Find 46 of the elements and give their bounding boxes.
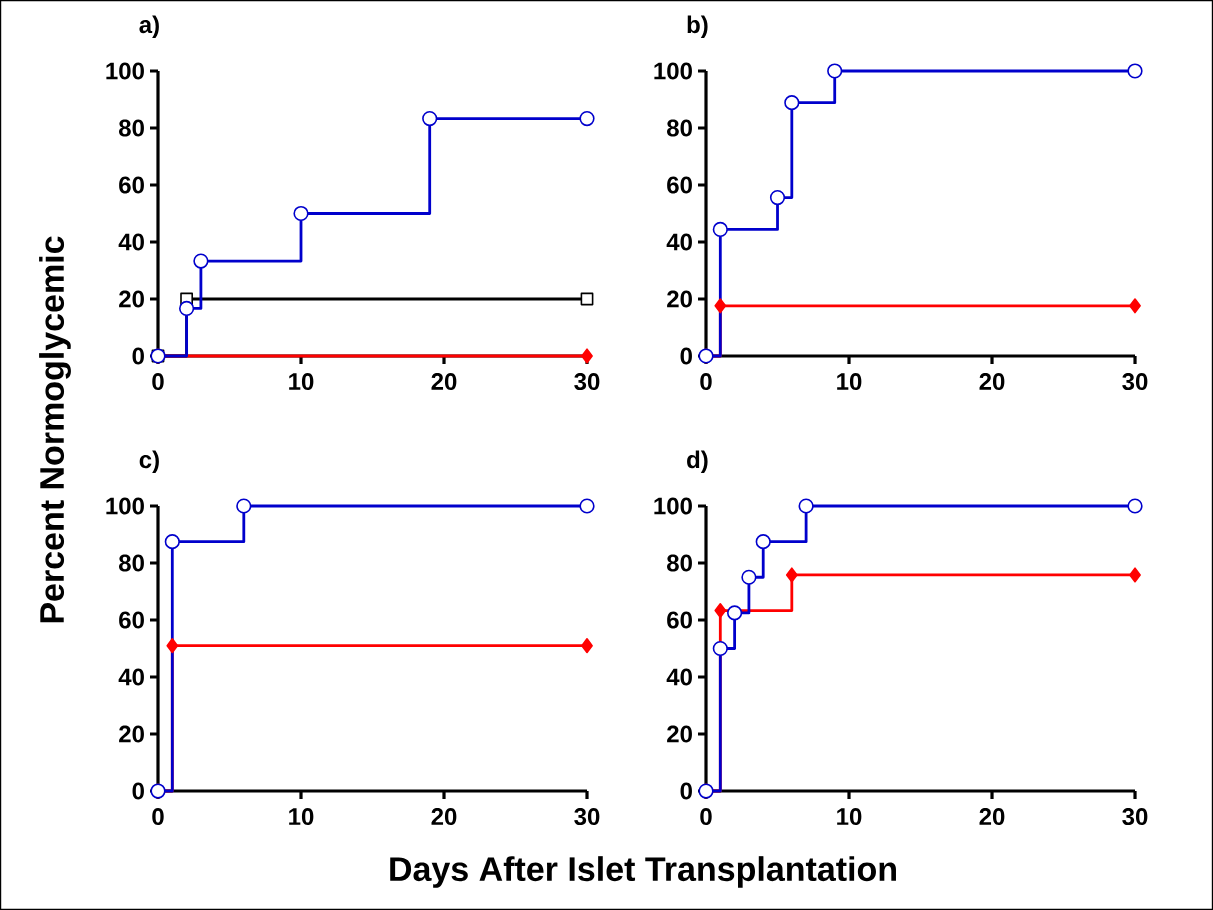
y-tick-label: 100 — [106, 497, 144, 515]
x-tick-label: 0 — [700, 808, 712, 826]
x-tick-label: 10 — [289, 808, 314, 826]
y-tick-label: 100 — [654, 62, 692, 80]
y-tick-label: 20 — [119, 290, 144, 308]
y-tick-label: 100 — [106, 62, 144, 80]
chart-title: b) — [687, 15, 708, 38]
x-tick-label: 30 — [574, 373, 600, 391]
y-tick-label: 60 — [119, 176, 144, 194]
y-tick-label: 0 — [132, 782, 144, 800]
x-tick-label: 0 — [152, 373, 164, 391]
x-tick-label: 0 — [700, 373, 712, 391]
y-tick-label: 0 — [680, 782, 692, 800]
x-tick-label: 10 — [289, 373, 314, 391]
y-axis-title: Percent Normoglycemic — [39, 236, 71, 623]
x-tick-label: 30 — [574, 808, 600, 826]
y-tick-label: 20 — [667, 290, 692, 308]
x-tick-label: 30 — [1122, 373, 1148, 391]
y-tick-label: 0 — [132, 347, 144, 365]
y-tick-label: 0 — [680, 347, 692, 365]
y-tick-label: 20 — [119, 725, 144, 743]
x-tick-label: 20 — [979, 373, 1005, 391]
chart-title: c) — [139, 450, 159, 473]
y-tick-label: 60 — [667, 176, 692, 194]
x-axis-title: Days After Islet Transplantation — [390, 856, 896, 888]
y-tick-label: 40 — [666, 668, 692, 686]
chart-title: a) — [139, 15, 159, 38]
y-tick-label: 80 — [667, 119, 692, 137]
y-tick-label: 60 — [667, 611, 692, 629]
x-tick-label: 10 — [837, 373, 862, 391]
x-tick-label: 20 — [979, 808, 1005, 826]
y-tick-label: 80 — [118, 554, 144, 572]
y-tick-label: 100 — [654, 497, 692, 515]
y-tick-label: 60 — [119, 611, 144, 629]
chart-title: d) — [687, 450, 708, 473]
y-tick-label: 20 — [667, 725, 692, 743]
y-tick-label: 80 — [667, 554, 692, 572]
y-tick-label: 80 — [118, 119, 144, 137]
x-tick-label: 10 — [837, 808, 862, 826]
y-tick-label: 40 — [666, 233, 692, 251]
y-tick-label: 40 — [118, 668, 144, 686]
y-tick-label: 40 — [118, 233, 144, 251]
x-tick-label: 30 — [1122, 808, 1148, 826]
x-tick-label: 20 — [431, 373, 457, 391]
x-tick-label: 0 — [152, 808, 164, 826]
x-tick-label: 20 — [431, 808, 457, 826]
